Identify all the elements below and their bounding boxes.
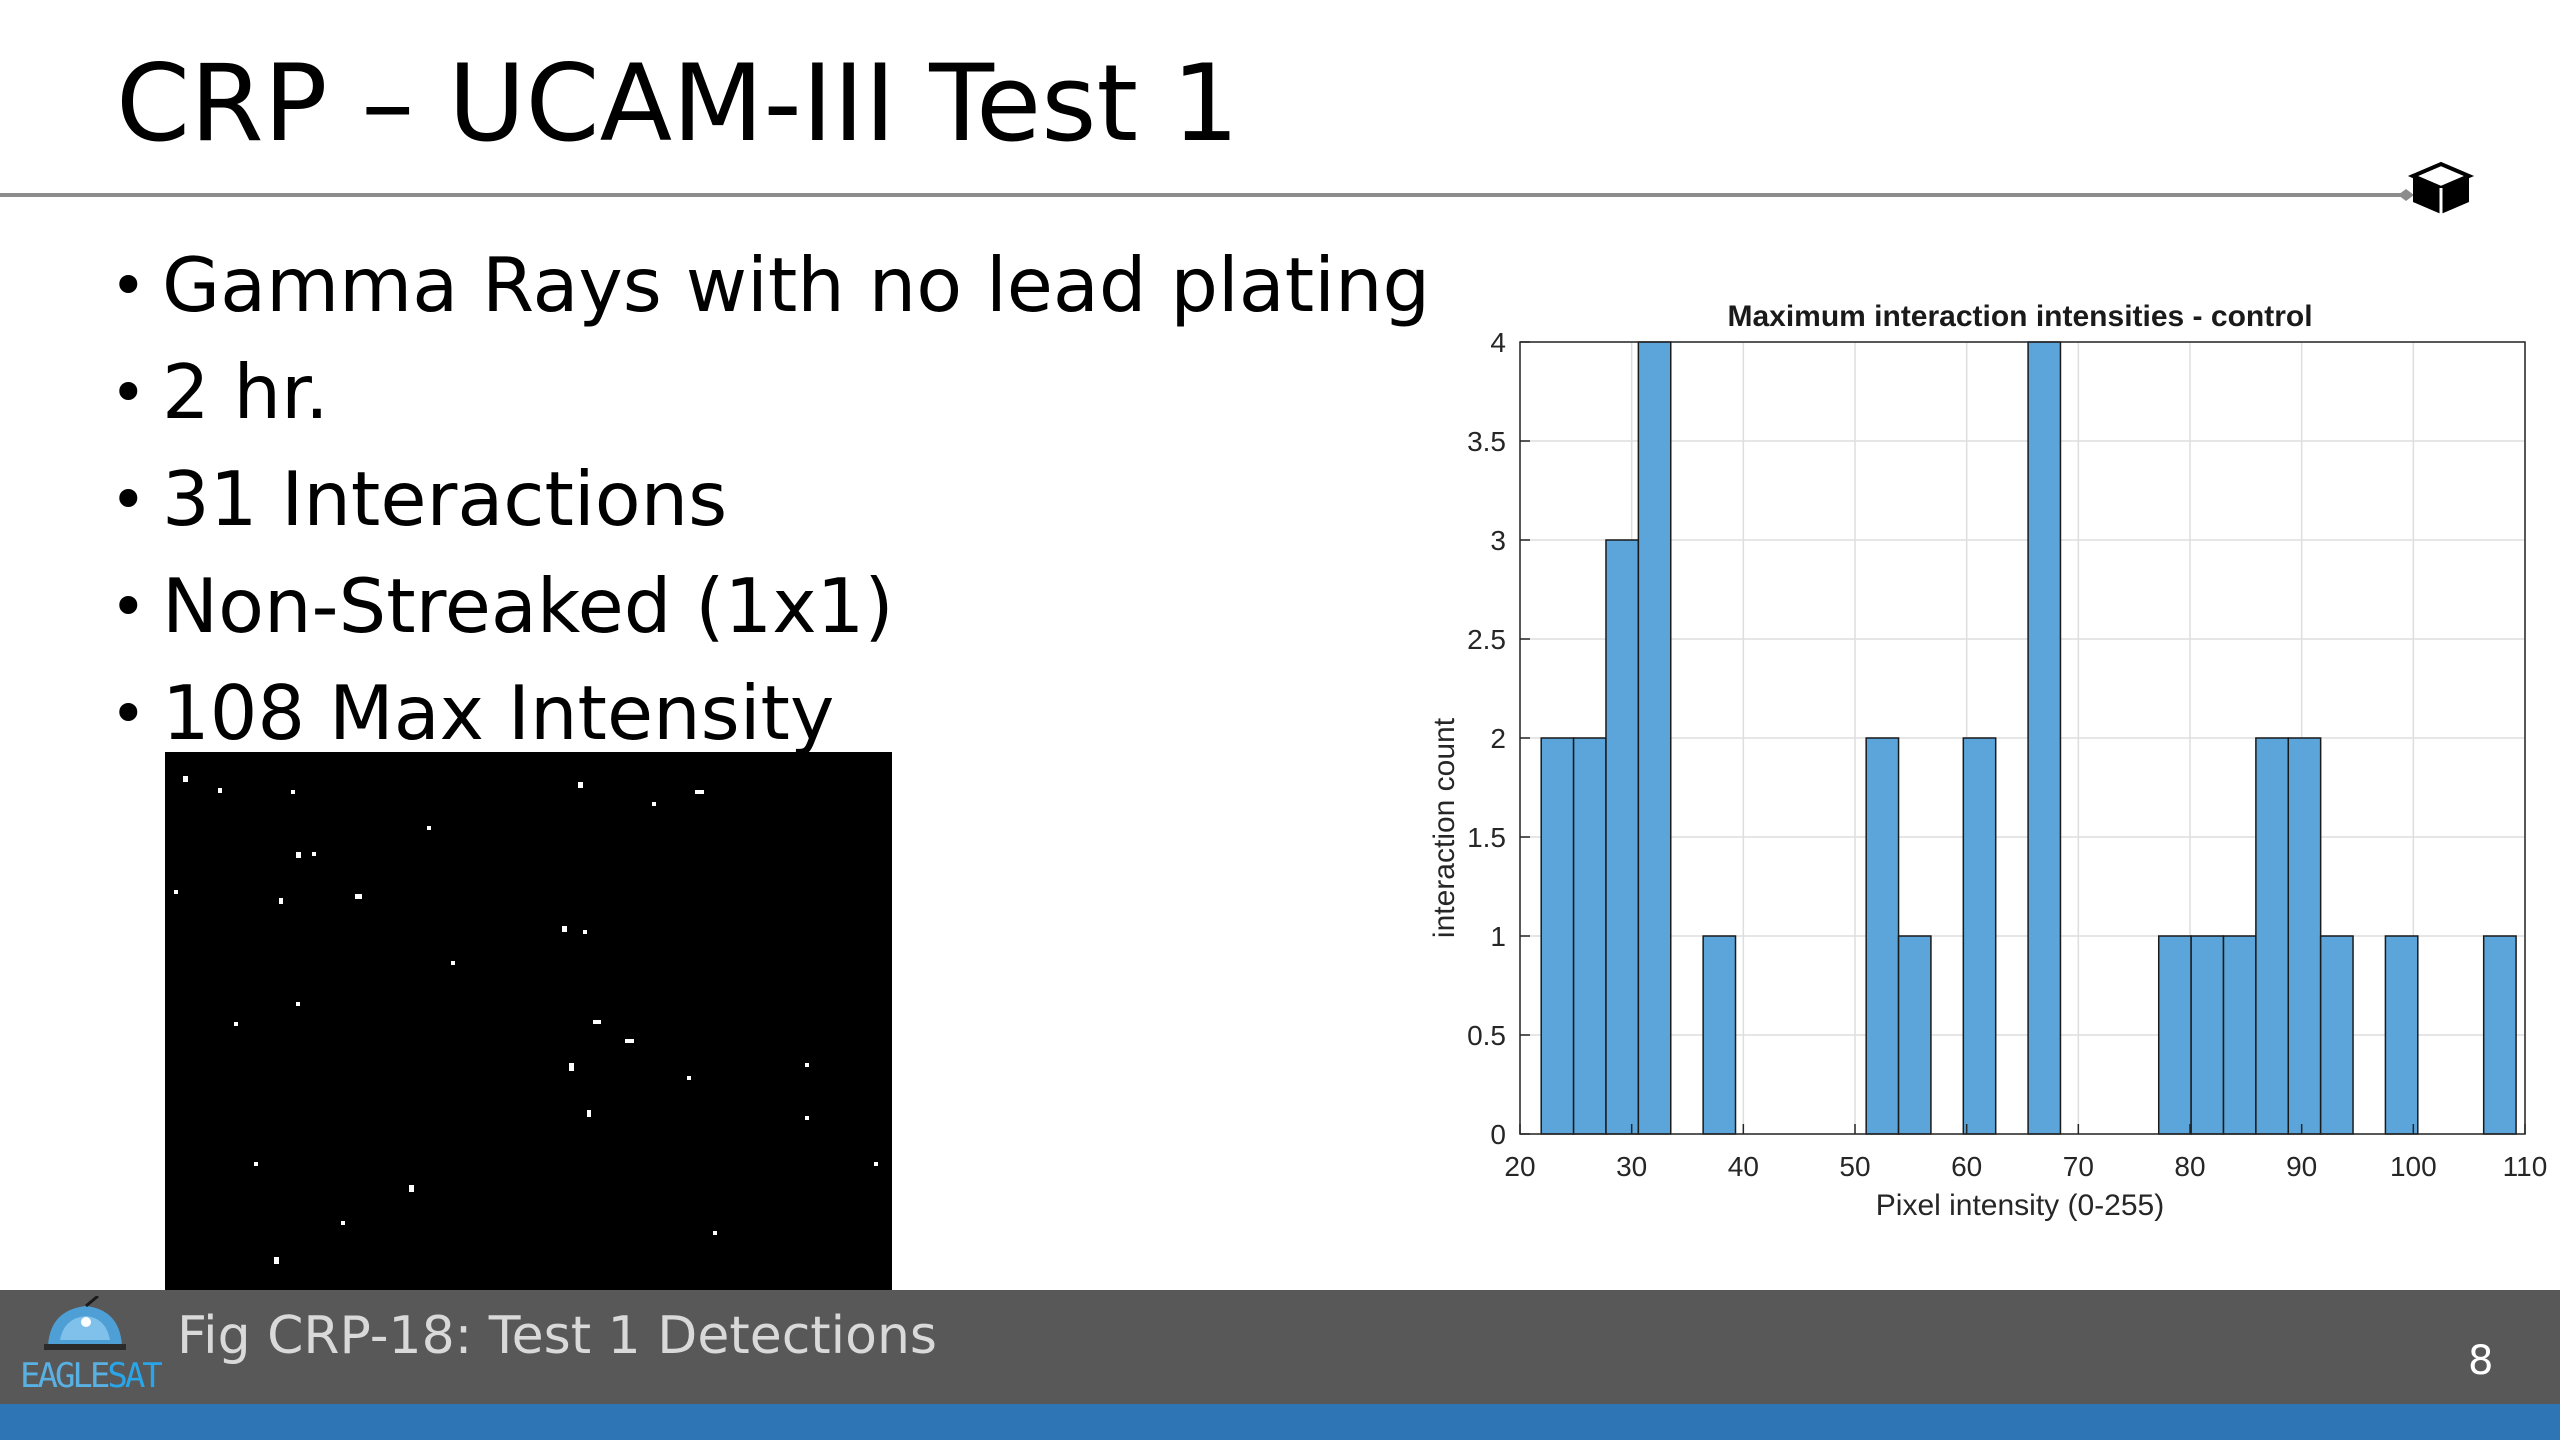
bullet-item: • Non-Streaked (1x1) xyxy=(110,562,894,650)
histogram-bar xyxy=(1605,539,1640,1135)
x-tick-label: 110 xyxy=(2503,1151,2548,1182)
x-tick-label: 80 xyxy=(2174,1151,2205,1182)
histogram-bar xyxy=(2482,935,2517,1135)
histogram-bar xyxy=(1572,737,1607,1135)
x-tick-label: 20 xyxy=(1504,1151,1535,1182)
histogram-bar xyxy=(2287,737,2322,1135)
bullet-item: • 31 Interactions xyxy=(110,455,728,543)
title-rule xyxy=(0,193,2410,197)
histogram-bar xyxy=(2384,935,2419,1135)
y-tick-label: 3 xyxy=(1490,525,1506,556)
cube-icon xyxy=(2407,161,2475,214)
y-tick-label: 0 xyxy=(1490,1119,1506,1150)
histogram-bar xyxy=(2027,341,2062,1135)
x-tick-label: 70 xyxy=(2063,1151,2094,1182)
y-axis-label: interaction count xyxy=(1428,717,1461,938)
logo-text-part1: EAGLE xyxy=(20,1356,110,1396)
histogram-bar xyxy=(2222,935,2257,1135)
bullet-text: 31 Interactions xyxy=(162,455,728,543)
x-axis-label: Pixel intensity (0-255) xyxy=(1876,1189,2164,1222)
detection-dots xyxy=(174,776,878,1264)
x-tick-layer: 20 30 40 50 60 70 80 90 100 110 xyxy=(1504,1124,2547,1182)
histogram-bar xyxy=(2319,935,2354,1135)
histogram-bar xyxy=(1637,341,1672,1135)
y-tick-label: 1.5 xyxy=(1467,822,1506,853)
y-tick-label: 2 xyxy=(1490,723,1506,754)
bullet-item: • 2 hr. xyxy=(110,348,329,436)
histogram-bar xyxy=(1702,935,1737,1135)
x-tick-label: 60 xyxy=(1951,1151,1982,1182)
bullet-item: • 108 Max Intensity xyxy=(110,669,835,757)
x-tick-label: 100 xyxy=(2390,1151,2437,1182)
bullet-text: Gamma Rays with no lead plating xyxy=(162,241,1431,329)
histogram-bar xyxy=(1540,737,1575,1135)
x-tick-label: 30 xyxy=(1616,1151,1647,1182)
y-tick-layer: 0 0.5 1 1.5 2 2.5 3 3.5 4 xyxy=(1467,327,1530,1150)
bullet-text: Non-Streaked (1x1) xyxy=(162,562,894,650)
y-tick-label: 1 xyxy=(1490,921,1506,952)
histogram-bar xyxy=(2255,737,2290,1135)
histogram-bar xyxy=(1962,737,1997,1135)
bullet-text: 2 hr. xyxy=(162,348,329,436)
slide-title: CRP – UCAM-III Test 1 xyxy=(116,42,1240,165)
histogram-bar xyxy=(1897,935,1932,1135)
bullet-item: • Gamma Rays with no lead plating xyxy=(110,241,1431,329)
histogram-chart: 20 30 40 50 60 70 80 90 100 110 0 0.5 1 1.5 2 2.5 3 3.5 4… xyxy=(1400,290,2560,1250)
bullet-text: 108 Max Intensity xyxy=(162,669,835,757)
footer-bar xyxy=(0,1290,2560,1404)
page-number: 8 xyxy=(2468,1338,2494,1384)
logo-text: EAGLESAT xyxy=(20,1356,163,1396)
x-tick-label: 90 xyxy=(2286,1151,2317,1182)
bars-layer xyxy=(1540,341,2517,1135)
x-tick-label: 40 xyxy=(1728,1151,1759,1182)
eaglesat-logo: EAGLESAT xyxy=(18,1296,163,1400)
figure-caption: Fig CRP-18: Test 1 Detections xyxy=(177,1306,937,1366)
bullet-list: • Gamma Rays with no lead plating • 2 hr. … xyxy=(110,232,1430,767)
logo-text-part2: SAT xyxy=(107,1356,162,1396)
histogram-svg: 20 30 40 50 60 70 80 90 100 110 0 0.5 1 1.5 2 2.5 3 3.5 4… xyxy=(1428,300,2547,1222)
y-tick-label: 2.5 xyxy=(1467,624,1506,655)
histogram-bar xyxy=(2190,935,2225,1135)
histogram-bar xyxy=(1865,737,1900,1135)
y-tick-label: 4 xyxy=(1490,327,1506,358)
footer-stripe xyxy=(0,1404,2560,1440)
y-tick-label: 3.5 xyxy=(1467,426,1506,457)
y-tick-label: 0.5 xyxy=(1467,1020,1506,1051)
histogram-bar xyxy=(2157,935,2192,1135)
eaglesat-dome-icon xyxy=(44,1296,126,1350)
rule-end-cap xyxy=(2398,189,2414,201)
detection-image xyxy=(165,752,892,1300)
x-tick-label: 50 xyxy=(1839,1151,1870,1182)
chart-title: Maximum interaction intensities - contro… xyxy=(1727,300,2312,333)
